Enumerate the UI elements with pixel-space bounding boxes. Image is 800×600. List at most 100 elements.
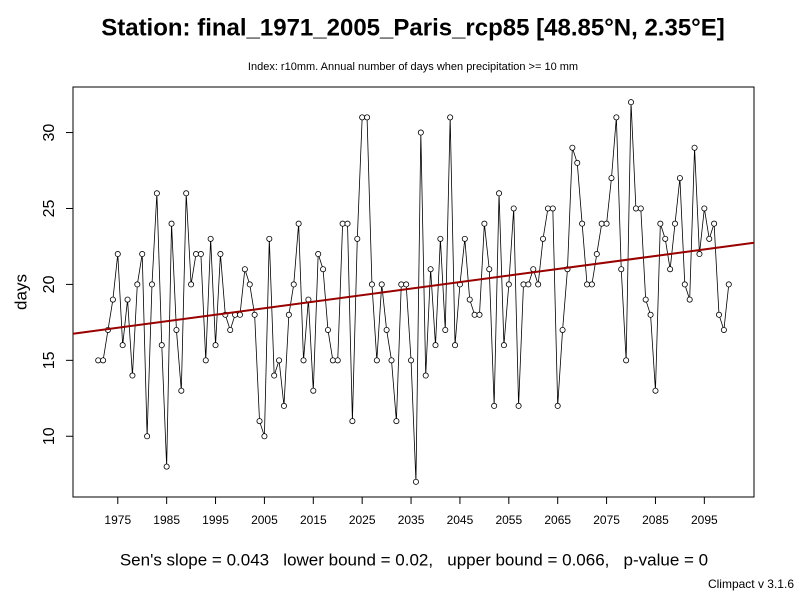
data-point <box>525 281 532 288</box>
data-point <box>540 235 547 242</box>
data-point <box>520 281 527 288</box>
plot-frame <box>72 86 755 498</box>
version: Climpact v 3.1.6 <box>708 577 794 591</box>
data-point <box>168 220 175 227</box>
data-point <box>481 220 488 227</box>
y-tick-label: 20 <box>41 275 58 293</box>
data-point <box>256 418 263 425</box>
x-tick-label: 1995 <box>202 513 229 527</box>
data-point <box>417 129 424 136</box>
x-tick-label: 2095 <box>691 513 718 527</box>
data-point <box>466 296 473 303</box>
data-point <box>236 311 243 318</box>
data-point <box>241 266 248 273</box>
data-point <box>696 251 703 258</box>
data-point <box>427 266 434 273</box>
data-point <box>706 235 713 242</box>
data-point <box>569 144 576 151</box>
data-point <box>212 342 219 349</box>
x-tick-label: 2035 <box>398 513 425 527</box>
data-point <box>432 342 439 349</box>
data-point <box>173 326 180 333</box>
data-point <box>574 159 581 166</box>
data-point <box>368 281 375 288</box>
data-point <box>178 387 185 394</box>
data-point <box>461 235 468 242</box>
y-tick-label: 25 <box>41 199 58 217</box>
data-point <box>271 372 278 379</box>
data-point <box>579 220 586 227</box>
trend-line <box>72 241 755 335</box>
data-point <box>720 326 727 333</box>
data-point <box>158 342 165 349</box>
data-point <box>129 372 136 379</box>
data-point <box>378 281 385 288</box>
footer: Sen's slope = 0.043 lower bound = 0.02, … <box>120 550 708 569</box>
y-tick-label: 15 <box>41 351 58 369</box>
data-point <box>315 251 322 258</box>
data-point <box>163 463 170 470</box>
data-point <box>202 357 209 364</box>
data-point <box>623 357 630 364</box>
data-point <box>197 251 204 258</box>
data-point <box>686 296 693 303</box>
data-point <box>124 296 131 303</box>
data-point <box>95 357 102 364</box>
data-point <box>403 281 410 288</box>
data-point <box>618 266 625 273</box>
data-point <box>295 220 302 227</box>
data-point <box>280 402 287 409</box>
data-point <box>246 281 253 288</box>
data-point <box>300 357 307 364</box>
data-point <box>285 311 292 318</box>
data-point <box>398 281 405 288</box>
chart-subtitle: Index: r10mm. Annual number of days when… <box>248 61 578 73</box>
y-tick-label: 30 <box>41 124 58 142</box>
data-point <box>554 402 561 409</box>
data-point <box>608 175 615 182</box>
data-point <box>676 175 683 182</box>
data-point <box>701 205 708 212</box>
x-tick-label: 2005 <box>251 513 278 527</box>
data-point <box>364 114 371 121</box>
data-point <box>691 144 698 151</box>
data-point <box>354 235 361 242</box>
data-point <box>344 220 351 227</box>
data-point <box>114 251 121 258</box>
data-point <box>584 281 591 288</box>
data-point <box>334 357 341 364</box>
data-point <box>716 311 723 318</box>
data-point <box>217 251 224 258</box>
data-line <box>98 102 730 482</box>
data-point <box>647 311 654 318</box>
data-point <box>642 296 649 303</box>
data-point <box>412 478 419 485</box>
data-point <box>476 311 483 318</box>
data-point <box>486 266 493 273</box>
data-point <box>628 99 635 106</box>
data-point <box>251 311 258 318</box>
x-tick-label: 2065 <box>544 513 571 527</box>
data-point <box>383 326 390 333</box>
data-point <box>276 357 283 364</box>
data-point <box>320 266 327 273</box>
data-point <box>588 281 595 288</box>
data-point <box>667 266 674 273</box>
data-point <box>144 433 151 440</box>
data-point <box>119 342 126 349</box>
data-point <box>681 281 688 288</box>
y-tick-label: 10 <box>41 427 58 445</box>
data-point <box>153 190 160 197</box>
x-tick-label: 2085 <box>642 513 669 527</box>
data-point <box>290 281 297 288</box>
data-point <box>393 418 400 425</box>
data-point <box>496 190 503 197</box>
x-tick-label: 2015 <box>300 513 327 527</box>
data-point <box>672 220 679 227</box>
data-point <box>725 281 732 288</box>
data-point <box>491 402 498 409</box>
data-point <box>329 357 336 364</box>
data-point <box>100 357 107 364</box>
data-point <box>598 220 605 227</box>
